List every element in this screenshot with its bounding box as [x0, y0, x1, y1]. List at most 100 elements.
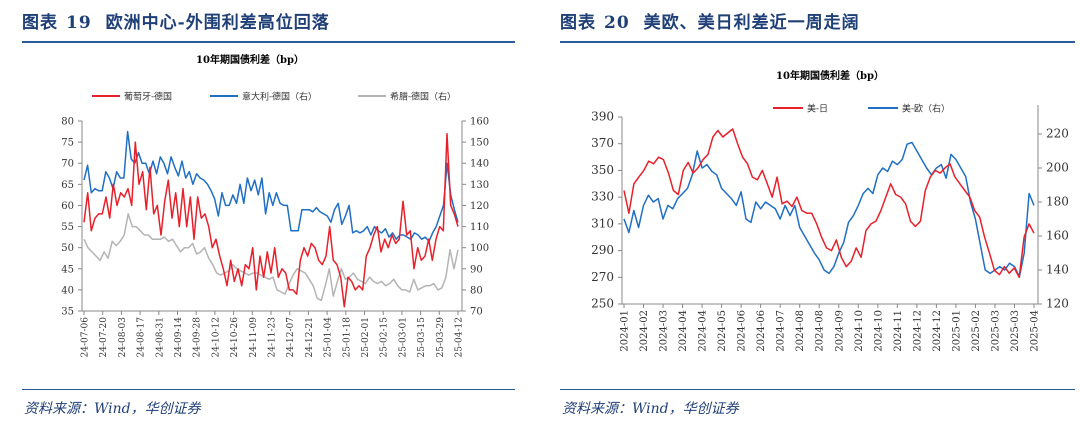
y-tick-label-left: 350	[591, 163, 614, 177]
y-tick-label-right: 200	[1046, 161, 1069, 175]
y-tick-label-left: 75	[61, 138, 74, 149]
x-tick-label: 24-10-26	[230, 317, 240, 358]
x-tick-label: 25-03-01	[398, 317, 408, 357]
y-tick-label-right: 120	[1046, 297, 1069, 311]
x-tick-label: 2025-02	[971, 310, 982, 352]
x-tick-label: 25-01-04	[324, 317, 334, 358]
figure-label: 图表	[560, 13, 596, 33]
y-tick-label-left: 290	[591, 243, 614, 257]
x-tick-label: 2024-12	[932, 310, 943, 352]
y-tick-label-left: 390	[591, 110, 614, 124]
legend-label: 美-日	[807, 103, 828, 115]
figure-number: 19	[66, 13, 92, 33]
x-tick-label: 24-08-17	[137, 317, 147, 358]
x-tick-label: 25-02-01	[361, 317, 371, 357]
x-tick-label: 2024-01	[620, 310, 631, 352]
x-tick-label: 2024-03	[659, 310, 670, 352]
y-tick-label-right: 160	[1046, 229, 1069, 243]
y-tick-label-left: 310	[591, 216, 614, 230]
y-tick-label-left: 370	[591, 136, 614, 150]
x-tick-label: 24-08-03	[118, 317, 128, 358]
x-tick-label: 25-03-15	[417, 317, 427, 358]
source-note: 资料来源：Wind，华创证券	[562, 401, 739, 417]
y-tick-label-right: 80	[470, 285, 483, 296]
figure-20-panel: 图表 20 美欧、美日利差近一周走阔 资料来源：Wind，华创证券	[560, 0, 1075, 426]
chart-title: 10年期国债利差（bp）	[776, 69, 884, 82]
y-tick-label-right: 110	[470, 222, 489, 233]
y-tick-label-left: 55	[61, 222, 74, 233]
x-tick-label: 2024-06	[737, 310, 748, 352]
y-tick-label-left: 70	[61, 159, 74, 170]
y-tick-label-right: 160	[470, 117, 489, 128]
x-tick-label: 24-07-06	[81, 317, 91, 358]
footer-rule	[560, 389, 1075, 390]
x-tick-label: 2024-07	[776, 310, 787, 352]
x-tick-label: 2025-03	[1010, 310, 1021, 352]
y-tick-label-right: 120	[470, 201, 489, 212]
series-line-1	[83, 132, 459, 308]
x-tick-label: 25-02-15	[380, 317, 390, 358]
y-tick-label-right: 90	[470, 264, 483, 275]
footer-rule	[22, 389, 515, 390]
y-tick-label-left: 50	[61, 243, 74, 254]
figure-label: 图表	[22, 13, 58, 33]
x-tick-label: 2024-10	[873, 310, 884, 352]
legend-label: 希腊-德国（右）	[390, 91, 456, 103]
y-tick-label-left: 60	[61, 201, 74, 212]
figure-title-text: 欧洲中心-外围利差高位回落	[105, 13, 330, 33]
x-tick-label: 24-07-20	[99, 317, 109, 358]
y-tick-label-right: 140	[1046, 263, 1069, 277]
figure-title-text: 美欧、美日利差近一周走阔	[643, 13, 860, 33]
y-tick-label-right: 220	[1046, 127, 1069, 141]
x-tick-label: 2024-09	[834, 310, 845, 352]
series-line-1	[623, 128, 1035, 279]
x-tick-label: 24-12-07	[286, 317, 296, 358]
chart-title: 10年期国债利差（bp）	[196, 53, 304, 66]
x-tick-label: 24-08-31	[155, 317, 165, 357]
series-line-3	[83, 213, 459, 302]
x-tick-label: 2024-06	[756, 310, 767, 352]
x-tick-label: 2024-05	[717, 310, 728, 352]
x-tick-label: 25-03-29	[436, 317, 446, 358]
x-tick-label: 24-11-09	[249, 317, 259, 358]
x-tick-label: 24-09-14	[174, 317, 184, 358]
y-tick-label-right: 100	[470, 243, 489, 254]
x-tick-label: 2024-11	[893, 310, 904, 352]
legend-label: 葡萄牙-德国	[124, 91, 172, 103]
y-tick-label-left: 35	[61, 307, 74, 318]
x-tick-label: 24-09-28	[193, 317, 203, 358]
x-tick-label: 2024-12	[912, 310, 923, 352]
y-tick-label-left: 330	[591, 190, 614, 204]
source-note: 资料来源：Wind，华创证券	[24, 401, 201, 417]
title-rule	[560, 41, 1075, 43]
x-tick-label: 25-01-18	[342, 317, 352, 358]
x-tick-label: 24-12-21	[305, 317, 315, 357]
x-tick-label: 2024-08	[795, 310, 806, 352]
y-tick-label-left: 270	[591, 270, 614, 284]
figure-title: 图表 19 欧洲中心-外围利差高位回落	[22, 8, 330, 33]
x-tick-label: 2025-03	[990, 310, 1001, 352]
y-tick-label-right: 150	[470, 138, 489, 149]
y-tick-label-left: 40	[61, 285, 74, 296]
x-tick-label: 2025-04	[1030, 310, 1041, 352]
series-line-2	[623, 141, 1035, 278]
figure-number: 20	[604, 13, 630, 33]
x-tick-label: 24-10-12	[211, 317, 221, 357]
x-tick-label: 2024-04	[698, 310, 709, 352]
y-tick-label-right: 70	[470, 307, 483, 318]
title-rule	[22, 41, 515, 43]
y-tick-label-right: 180	[1046, 195, 1069, 209]
y-tick-label-left: 80	[61, 117, 74, 128]
x-tick-label: 24-11-23	[268, 317, 278, 358]
y-tick-label-left: 45	[61, 264, 74, 275]
y-tick-label-left: 65	[61, 180, 74, 191]
series-line-2	[83, 130, 459, 243]
x-tick-label: 2024-08	[815, 310, 826, 352]
y-tick-label-right: 130	[470, 180, 489, 191]
x-tick-label: 2024-02	[639, 310, 650, 352]
x-tick-label: 2024-10	[854, 310, 865, 352]
x-tick-label: 2024-04	[678, 310, 689, 352]
figure-title: 图表 20 美欧、美日利差近一周走阔	[560, 8, 860, 33]
